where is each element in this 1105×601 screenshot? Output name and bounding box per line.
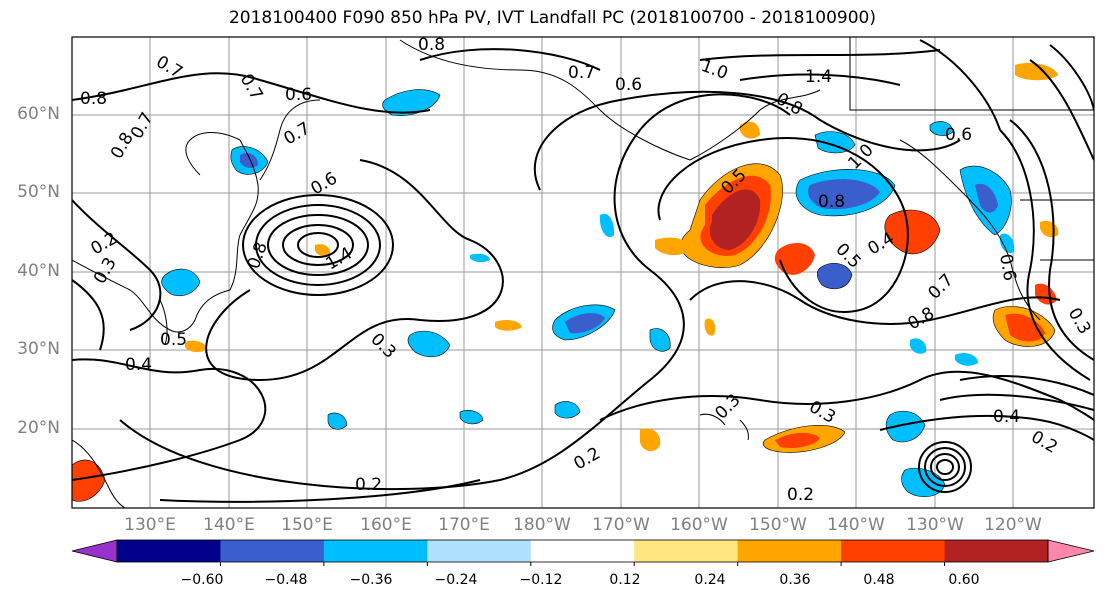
colorbar-segment: [530, 540, 635, 562]
contour-label: 0.6: [615, 75, 642, 95]
coastlines: [72, 37, 1094, 508]
colorbar-segment: [841, 540, 946, 562]
figure-title: 2018100400 F090 850 hPa PV, IVT Landfall…: [228, 8, 876, 28]
lon-label: 130°W: [906, 515, 964, 535]
contour-label: 0.2: [787, 485, 814, 505]
colorbar-tick-label: 0.60: [948, 572, 980, 588]
lon-label: 130°E: [124, 515, 176, 535]
contour-label: 0.2: [355, 475, 382, 495]
lat-label: 30°N: [17, 339, 60, 359]
colorbar-tick-label: −0.36: [349, 572, 393, 588]
lon-label: 160°W: [670, 515, 728, 535]
colorbar-tick-label: 0.24: [694, 572, 726, 588]
contour-label: 0.7: [568, 63, 595, 83]
lon-label: 180°W: [513, 515, 571, 535]
colorbar-tick-label: −0.24: [434, 572, 478, 588]
lat-label: 50°N: [17, 182, 60, 202]
colorbar-extend-min: [71, 539, 118, 563]
contour-label: 0.8: [818, 192, 845, 212]
contour-label: 0.6: [285, 85, 312, 105]
colorbar-segment: [737, 540, 842, 562]
positive-anomaly-patches: [72, 63, 1059, 502]
colorbar-tick-label: −0.60: [180, 572, 224, 588]
pv-contours: [72, 39, 1094, 503]
contour-label: 0.5: [160, 330, 187, 350]
contour-label: 0.4: [993, 407, 1020, 427]
lon-label: 170°W: [592, 515, 650, 535]
colorbar-tick-label: 0.48: [863, 572, 895, 588]
colorbar-segment: [220, 540, 325, 562]
contour-label: 1.4: [805, 67, 832, 87]
colorbar-frame: [116, 539, 1049, 563]
colorbar-segment: [634, 540, 739, 562]
contour-label: 0.8: [80, 89, 107, 109]
contour-label: 0.4: [125, 355, 152, 375]
lon-label: 140°W: [827, 515, 885, 535]
contour-label: 0.8: [418, 35, 445, 55]
negative-anomaly-patches: [161, 89, 1015, 498]
colorbar-tick-label: 0.36: [779, 572, 811, 588]
lon-label: 150°W: [749, 515, 807, 535]
colorbar-segment: [427, 540, 532, 562]
contour-label: 0.6: [945, 125, 972, 145]
lat-label: 60°N: [17, 104, 60, 124]
colorbar-tick-label: −0.12: [519, 572, 563, 588]
colorbar-segment: [323, 540, 428, 562]
lon-label: 140°E: [203, 515, 255, 535]
lat-label: 40°N: [17, 261, 60, 281]
lon-label: 150°E: [281, 515, 333, 535]
lon-label: 170°E: [438, 515, 490, 535]
colorbar-segment: [117, 540, 221, 562]
colorbar: [71, 539, 1095, 566]
map-frame: [71, 36, 1095, 509]
lat-label: 20°N: [17, 418, 60, 438]
colorbar-extend-max: [1047, 539, 1095, 563]
colorbar-segment: [944, 540, 1049, 562]
lon-label: 160°E: [360, 515, 412, 535]
colorbar-tick-label: 0.12: [609, 572, 641, 588]
lon-label: 120°W: [984, 515, 1042, 535]
gridlines: [72, 37, 1094, 508]
contour-label: 0.6: [995, 252, 1019, 282]
colorbar-tick-label: −0.48: [264, 572, 308, 588]
